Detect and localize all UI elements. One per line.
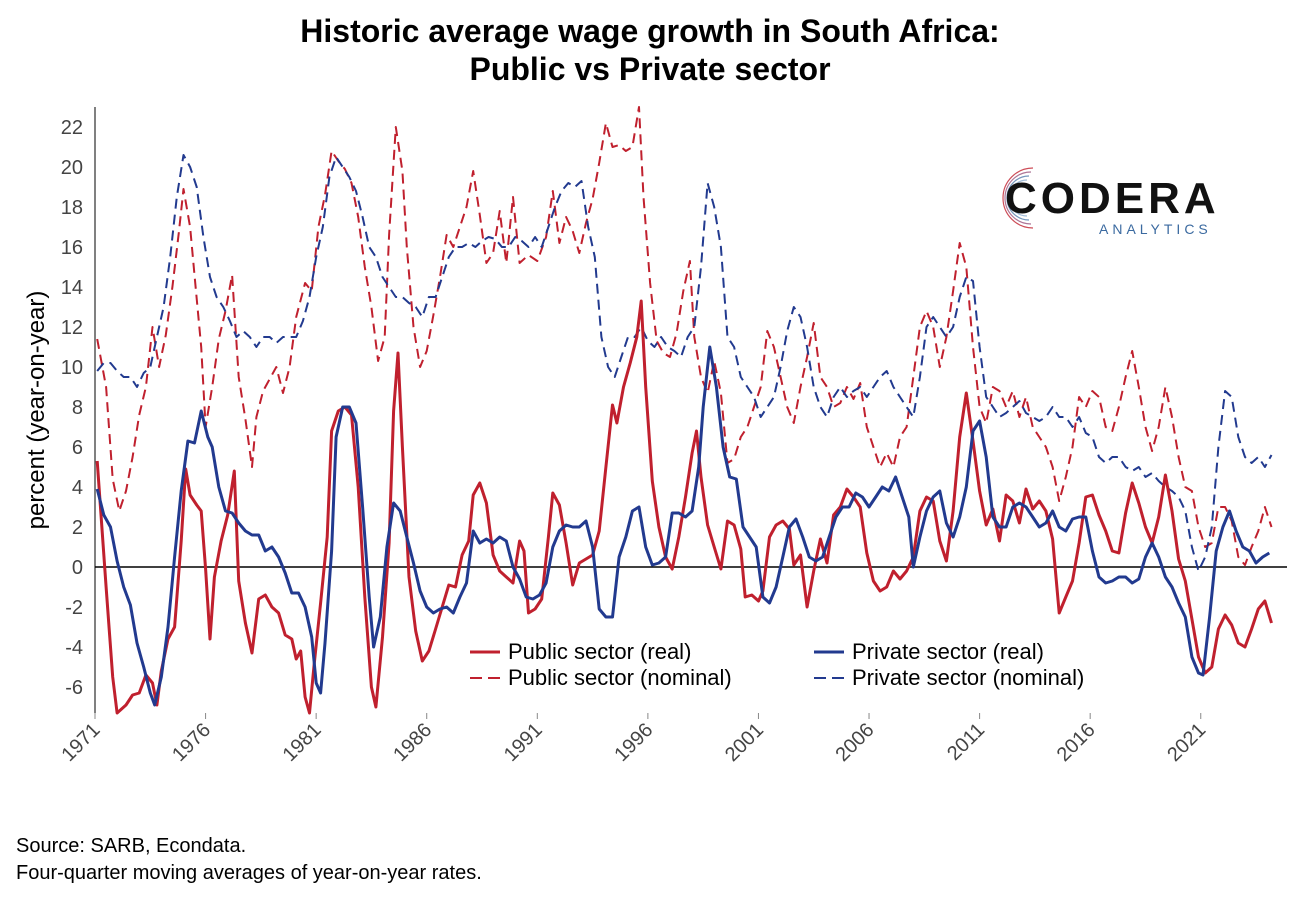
x-tick-label: 2006 [832, 719, 879, 766]
legend-label: Private sector (nominal) [852, 665, 1084, 690]
series-line-3 [96, 154, 1273, 572]
x-tick-label: 2001 [721, 719, 768, 766]
series-line-2 [95, 345, 1271, 707]
y-tick-label: 20 [61, 157, 83, 179]
logo-circle-mark [1002, 167, 1034, 229]
legend: Public sector (real)Public sector (nomin… [470, 639, 1084, 690]
y-tick-label: 16 [61, 237, 83, 259]
y-tick-label: 14 [61, 277, 83, 299]
logo-subtitle: ANALYTICS [1099, 221, 1212, 237]
chart-title: Historic average wage growth in South Af… [0, 12, 1300, 88]
y-tick-label: 12 [61, 317, 83, 339]
y-tick-label: 4 [72, 477, 83, 499]
y-tick-label: -6 [65, 677, 83, 699]
y-tick-label: 10 [61, 357, 83, 379]
y-tick-label: 6 [72, 437, 83, 459]
y-tick-label: 2 [72, 517, 83, 539]
x-tick-label: 2011 [943, 719, 989, 765]
x-tick-label: 2016 [1053, 719, 1100, 766]
y-axis-label: percent (year-on-year) [23, 291, 50, 530]
series-lines [95, 106, 1273, 715]
x-tick-label: 1991 [500, 719, 547, 766]
chart-title-line-1: Historic average wage growth in South Af… [300, 13, 1000, 49]
chart-title-line-2: Public vs Private sector [469, 51, 831, 87]
legend-label: Private sector (real) [852, 639, 1044, 664]
legend-label: Public sector (nominal) [508, 665, 732, 690]
x-tick-label: 1971 [58, 719, 105, 766]
y-tick-label: -2 [65, 597, 83, 619]
source-note: Source: SARB, Econdata. [16, 835, 247, 857]
y-tick-label: 18 [61, 197, 83, 219]
y-tick-label: 0 [72, 557, 83, 579]
x-tick-label: 1976 [168, 719, 215, 766]
y-axis: -6 -4 -2 0 2 4 6 8 10 12 14 16 18 20 22 [61, 107, 96, 713]
method-note: Four-quarter moving averages of year-on-… [16, 862, 482, 884]
series-line-0 [95, 299, 1273, 715]
y-tick-label: 22 [61, 117, 83, 139]
y-tick-label: -4 [65, 637, 83, 659]
series-line-1 [96, 106, 1273, 566]
x-tick-label: 1996 [610, 719, 657, 766]
logo-wordmark: CODERA [1005, 174, 1220, 223]
legend-label: Public sector (real) [508, 639, 691, 664]
chart-footer: Source: SARB, Econdata. Four-quarter mov… [16, 833, 482, 887]
x-tick-label: 1986 [389, 719, 436, 766]
x-tick-label: 1981 [279, 719, 326, 766]
codera-logo: CODERA ANALYTICS [985, 150, 1235, 245]
x-tick-label: 2021 [1163, 719, 1210, 766]
y-tick-label: 8 [72, 397, 83, 419]
